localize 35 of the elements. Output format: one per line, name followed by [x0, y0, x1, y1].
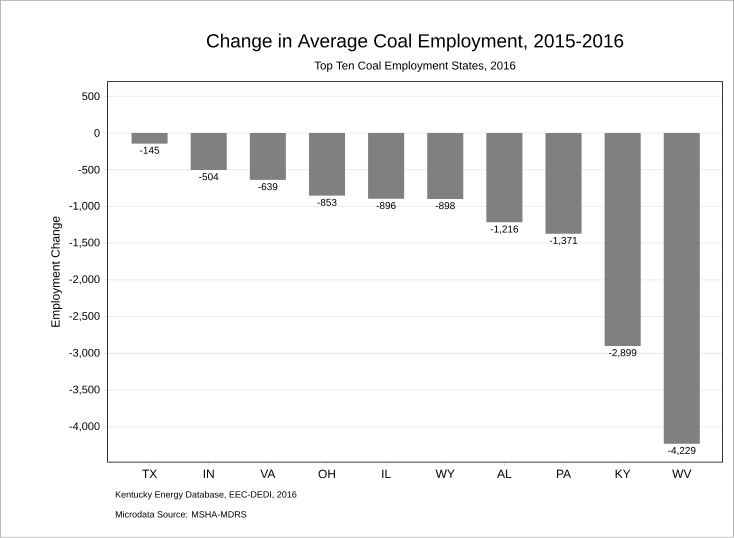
x-tick-label: AL	[497, 470, 512, 478]
data-label: -145	[140, 146, 160, 154]
x-tick-label: WY	[436, 470, 455, 478]
y-tick-label: 0	[94, 129, 100, 137]
data-label: -4,229	[668, 447, 696, 456]
chart-subtitle: Top Ten Coal Employment States, 2016	[314, 61, 516, 72]
y-tick-label: -500	[78, 166, 100, 174]
x-tick-label: WV	[672, 470, 692, 478]
data-label: -2,899	[608, 349, 636, 358]
data-label: -639	[258, 183, 278, 190]
y-tick-label: 500	[82, 92, 100, 100]
x-tick-label: VA	[260, 470, 276, 478]
x-tick-label: PA	[556, 470, 572, 478]
data-label: -1,371	[550, 237, 578, 246]
y-tick-label: -3,500	[69, 386, 100, 395]
data-label: -896	[376, 202, 396, 210]
y-tick-label: -4,000	[69, 422, 100, 432]
x-tick-label: IL	[382, 470, 391, 478]
data-label: -504	[199, 173, 218, 180]
text: Microdata Source: MSHA-MDRS	[116, 511, 246, 518]
y-tick-label: -3,000	[69, 349, 100, 358]
y-tick-label: -1,500	[69, 238, 100, 248]
y-tick-label: -2,000	[69, 276, 100, 285]
text: Kentucky Energy Database, EEC-DEDI, 2016	[116, 491, 296, 500]
data-label: -853	[317, 198, 337, 206]
y-tick-label: -1,000	[69, 202, 100, 212]
x-tick-label: KY	[616, 470, 630, 478]
x-tick-label: TX	[142, 470, 157, 478]
data-label: -898	[436, 202, 455, 210]
y-axis-title: Employment Change	[50, 216, 62, 327]
x-tick-label: OH	[318, 470, 335, 478]
chart-title: Change in Average Coal Employment, 2015-2016	[206, 34, 624, 52]
data-label: -1,216	[490, 226, 518, 234]
y-tick-label: -2,500	[69, 312, 100, 322]
x-tick-label: IN	[204, 470, 214, 478]
